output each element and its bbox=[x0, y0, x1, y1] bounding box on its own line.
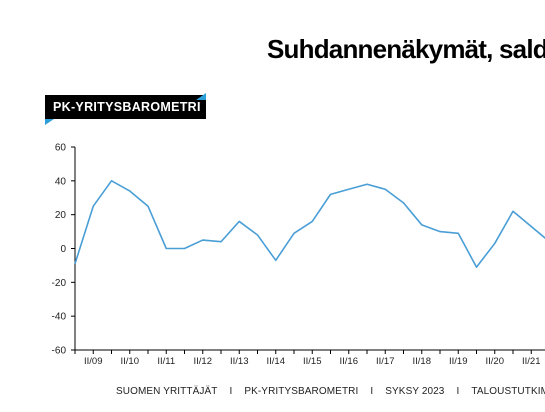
x-tick-label: II/11 bbox=[157, 356, 175, 367]
badge-corner-bottom-left bbox=[45, 119, 54, 125]
y-tick-label: -60 bbox=[52, 346, 67, 357]
x-tick-label: II/15 bbox=[303, 356, 322, 367]
x-tick-label: II/17 bbox=[376, 356, 395, 367]
y-tick-label: -40 bbox=[52, 312, 67, 323]
x-tick-label: II/18 bbox=[413, 356, 432, 367]
series-layer bbox=[74, 180, 545, 268]
footer: SUOMEN YRITTÄJÄT I PK-YRITYSBAROMETRI I SYKS… bbox=[116, 386, 545, 397]
x-tick-label: II/10 bbox=[121, 356, 140, 367]
x-tick-label: II/09 bbox=[84, 356, 103, 367]
series-line bbox=[74, 180, 545, 268]
footer-item-dept: TALOUSTUTKIMUS bbox=[471, 386, 545, 397]
x-tick-label: II/19 bbox=[449, 356, 468, 367]
x-axis: II/09 II/10 II/11 II/12 II/13 II/14 II/15 II/16… bbox=[74, 349, 545, 367]
y-tick-label: 0 bbox=[60, 244, 66, 255]
y-axis: -60 -40 -20 0 20 40 60 bbox=[52, 143, 76, 357]
footer-item-season: SYKSY 2023 bbox=[385, 386, 445, 397]
footer-separator: I bbox=[456, 386, 460, 397]
footer-separator: I bbox=[370, 386, 374, 397]
y-tick-label: 40 bbox=[55, 176, 67, 187]
x-tick-label: II/14 bbox=[267, 356, 286, 367]
x-tick-label: II/21 bbox=[522, 356, 541, 367]
x-tick-label: II/20 bbox=[486, 356, 505, 367]
barometer-badge: PK-YRITYSBAROMETRI bbox=[45, 95, 206, 119]
chart-title: Suhdannenäkymät, saldo bbox=[267, 34, 545, 64]
x-tick-label: II/12 bbox=[194, 356, 213, 367]
footer-item-report: PK-YRITYSBAROMETRI bbox=[244, 386, 359, 397]
y-tick-label: 60 bbox=[55, 143, 67, 154]
x-tick-label: II/16 bbox=[340, 356, 359, 367]
badge-label: PK-YRITYSBAROMETRI bbox=[53, 100, 201, 114]
footer-item-org: SUOMEN YRITTÄJÄT bbox=[116, 386, 218, 397]
y-tick-label: -20 bbox=[52, 278, 67, 289]
badge-corner-top-right bbox=[196, 93, 206, 100]
y-tick-label: 20 bbox=[55, 210, 67, 221]
x-tick-label: II/13 bbox=[230, 356, 249, 367]
footer-separator: I bbox=[229, 386, 233, 397]
